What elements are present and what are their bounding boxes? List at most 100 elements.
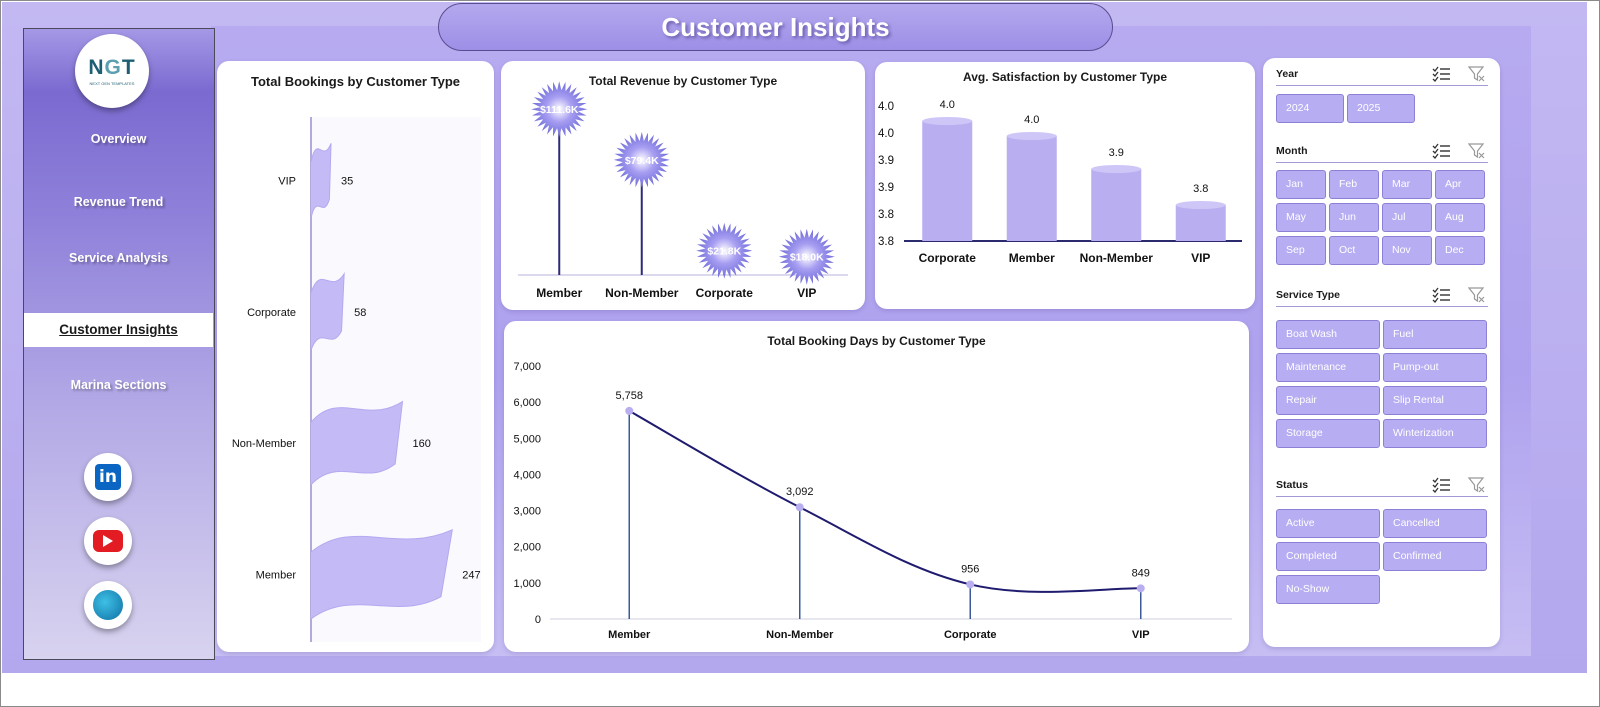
website-button[interactable] [84, 581, 132, 629]
bookings-bar-vip [310, 143, 332, 219]
bookings-category-label: Corporate [247, 307, 296, 319]
satisfaction-y-tick: 3.9 [878, 182, 894, 194]
status-option-no-show[interactable]: No-Show [1276, 575, 1380, 604]
multi-select-icon[interactable] [1432, 287, 1450, 303]
satisfaction-chart-title: Avg. Satisfaction by Customer Type [962, 70, 1168, 84]
revenue-point-vip [778, 228, 835, 285]
days-y-tick: 5,000 [513, 433, 541, 445]
satisfaction-category-label: Member [1009, 251, 1055, 265]
revenue-chart: $111.6K Member $79.4K Non-Member $21.8K Corpo… [518, 81, 848, 300]
days-series-line [628, 410, 1141, 593]
satisfaction-y-tick: 4.0 [878, 101, 894, 113]
satisfaction-y-tick: 3.8 [878, 236, 894, 248]
booking-days-chart-card: Total Booking Days by Customer Type 0 1,0… [504, 321, 1249, 652]
satisfaction-value-label: 4.0 [1024, 114, 1039, 126]
booking-days-chart-title: Total Booking Days by Customer Type [767, 334, 986, 348]
clear-filter-icon[interactable] [1467, 66, 1485, 82]
month-option-sep[interactable]: Sep [1276, 236, 1326, 265]
month-option-mar[interactable]: Mar [1382, 170, 1432, 199]
month-option-jun[interactable]: Jun [1329, 203, 1379, 232]
service-type-option-repair[interactable]: Repair [1276, 386, 1380, 415]
satisfaction-bar-cap [1175, 201, 1226, 209]
month-option-dec[interactable]: Dec [1435, 236, 1485, 265]
nav-item-overview[interactable]: Overview [90, 132, 147, 146]
satisfaction-y-tick: 3.9 [878, 155, 894, 167]
month-option-apr[interactable]: Apr [1435, 170, 1485, 199]
nav-item-service-analysis[interactable]: Service Analysis [69, 251, 168, 265]
revenue-category-label: Non-Member [605, 286, 679, 300]
slicer-panel: Year 2024 2025 Month Jan Feb Mar Apr May Jun Jul Au… [1263, 58, 1500, 647]
page-title: Customer Insights [661, 11, 890, 42]
service-type-option-storage[interactable]: Storage [1276, 419, 1380, 448]
month-option-jul[interactable]: Jul [1382, 203, 1432, 232]
linkedin-button[interactable]: in [84, 453, 132, 501]
satisfaction-category-label: VIP [1191, 251, 1210, 265]
satisfaction-bar-member [1006, 136, 1057, 241]
status-slicer-header: Status [1276, 477, 1488, 497]
nav-item-customer-insights[interactable]: Customer Insights [24, 313, 213, 347]
logo-subtitle: NEXT GEN TEMPLATES [89, 81, 135, 86]
month-option-feb[interactable]: Feb [1329, 170, 1379, 199]
youtube-button[interactable] [84, 517, 132, 565]
year-slicer-title: Year [1276, 68, 1299, 80]
satisfaction-bar-cap [922, 117, 973, 125]
service-type-option-pump-out[interactable]: Pump-out [1383, 353, 1487, 382]
year-slicer-header: Year [1276, 66, 1488, 86]
satisfaction-value-label: 3.8 [1193, 183, 1208, 195]
year-option-2024[interactable]: 2024 [1276, 94, 1344, 123]
nav-item-revenue-trend[interactable]: Revenue Trend [73, 195, 164, 209]
service-type-option-slip-rental[interactable]: Slip Rental [1383, 386, 1487, 415]
logo-text: NGT [88, 56, 136, 79]
month-option-oct[interactable]: Oct [1329, 236, 1379, 265]
days-value-label: 3,092 [786, 486, 814, 498]
satisfaction-bar-cap [1091, 165, 1142, 173]
days-y-tick: 0 [535, 614, 541, 626]
multi-select-icon[interactable] [1432, 66, 1450, 82]
nav-item-marina-sections[interactable]: Marina Sections [70, 378, 167, 392]
service-type-option-winterization[interactable]: Winterization [1383, 419, 1487, 448]
bookings-value-label: 247 [462, 569, 480, 581]
satisfaction-value-label: 4.0 [940, 99, 955, 111]
satisfaction-category-label: Corporate [919, 251, 977, 265]
bookings-chart: VIP 35 Corporate 58 Non-Member 160 Member 247 [232, 117, 481, 642]
revenue-category-label: Member [536, 286, 582, 300]
revenue-chart-title: Total Revenue by Customer Type [588, 74, 778, 88]
month-option-may[interactable]: May [1276, 203, 1326, 232]
clear-filter-icon[interactable] [1467, 287, 1485, 303]
month-option-nov[interactable]: Nov [1382, 236, 1432, 265]
status-slicer-title: Status [1276, 479, 1309, 491]
days-y-tick: 3,000 [513, 506, 541, 518]
days-y-tick: 2,000 [513, 542, 541, 554]
bookings-value-label: 160 [413, 438, 431, 450]
satisfaction-category-label: Non-Member [1080, 251, 1154, 265]
bookings-value-label: 58 [354, 307, 366, 319]
days-point-non-member [795, 503, 804, 512]
month-option-jan[interactable]: Jan [1276, 170, 1326, 199]
days-value-label: 956 [961, 563, 979, 575]
bookings-category-label: Member [256, 569, 297, 581]
status-option-cancelled[interactable]: Cancelled [1383, 509, 1487, 538]
service-type-option-fuel[interactable]: Fuel [1383, 320, 1487, 349]
logo: NGT NEXT GEN TEMPLATES [75, 34, 149, 108]
clear-filter-icon[interactable] [1467, 477, 1485, 493]
days-y-tick: 6,000 [513, 397, 541, 409]
days-category-label: Member [608, 629, 651, 641]
days-value-label: 849 [1132, 567, 1150, 579]
days-point-corporate [966, 580, 975, 589]
revenue-value-label: $111.6K [540, 104, 579, 116]
days-category-label: Non-Member [766, 629, 834, 641]
service-type-option-boat-wash[interactable]: Boat Wash [1276, 320, 1380, 349]
multi-select-icon[interactable] [1432, 143, 1450, 159]
status-option-completed[interactable]: Completed [1276, 542, 1380, 571]
service-type-option-maintenance[interactable]: Maintenance [1276, 353, 1380, 382]
bookings-chart-card: Total Bookings by Customer Type VIP 35 Cor… [217, 61, 494, 652]
multi-select-icon[interactable] [1432, 477, 1450, 493]
status-option-confirmed[interactable]: Confirmed [1383, 542, 1487, 571]
satisfaction-chart: 3.8 3.8 3.9 3.9 4.0 4.0 4.0 Corporate 4.0 Member 3… [878, 99, 1242, 265]
year-option-2025[interactable]: 2025 [1347, 94, 1415, 123]
month-option-aug[interactable]: Aug [1435, 203, 1485, 232]
clear-filter-icon[interactable] [1467, 143, 1485, 159]
status-option-active[interactable]: Active [1276, 509, 1380, 538]
satisfaction-bar-cap [1006, 132, 1057, 140]
revenue-category-label: VIP [797, 286, 816, 300]
